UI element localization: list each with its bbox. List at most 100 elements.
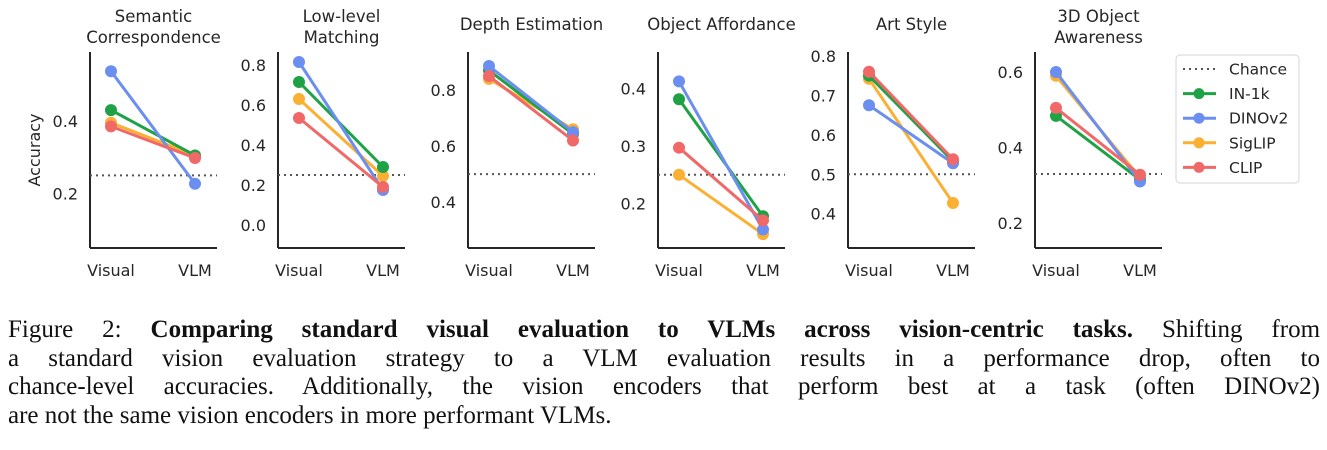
subplot-title: Semantic <box>115 7 192 26</box>
data-point <box>1134 168 1146 181</box>
subplot-title: Depth Estimation <box>460 15 603 34</box>
data-point <box>105 104 117 117</box>
legend-label: DINOv2 <box>1229 110 1288 128</box>
data-point <box>483 70 495 83</box>
subplot-title: Correspondence <box>86 28 221 47</box>
y-tick-label: 0.4 <box>811 205 836 224</box>
series-clip <box>105 120 201 164</box>
caption-line: are not the same vision encoders in more… <box>8 401 612 429</box>
y-tick-label: 0.7 <box>811 86 836 105</box>
x-tick-label: Visual <box>1032 261 1080 280</box>
series-in-1k <box>1050 109 1146 186</box>
data-point <box>673 141 685 154</box>
data-point <box>483 60 495 72</box>
series-line <box>297 61 385 191</box>
x-tick-label: Visual <box>275 261 323 280</box>
series-line <box>868 104 954 165</box>
series-line <box>1055 114 1141 181</box>
legend-item-clip: CLIP <box>1183 159 1262 177</box>
series-siglip <box>293 93 389 182</box>
series-clip <box>673 141 769 227</box>
data-point <box>673 93 685 106</box>
series-siglip <box>863 72 959 210</box>
subplot-6: 3D Object Awareness 0.2 0.4 0.6 Visual VLM <box>998 7 1162 280</box>
series-line <box>867 74 955 163</box>
data-point <box>1050 101 1062 114</box>
x-tick-label: VLM <box>746 261 780 280</box>
y-tick-label: 0.2 <box>53 185 78 204</box>
data-point <box>105 120 117 133</box>
series-clip <box>1050 101 1146 181</box>
data-point <box>673 75 685 88</box>
subplot-title: 3D Object <box>1057 7 1140 26</box>
data-point <box>947 197 959 210</box>
legend-item-dinov2: DINOv2 <box>1183 110 1288 128</box>
legend-marker <box>1193 88 1205 100</box>
series-line <box>488 64 574 134</box>
y-tick-label: 0.4 <box>431 193 456 212</box>
y-tick-label: 0.8 <box>241 56 266 75</box>
series-line <box>110 121 196 157</box>
y-tick-label: 0.4 <box>53 112 78 131</box>
x-tick-label: VLM <box>366 261 400 280</box>
data-point <box>377 170 389 182</box>
caption-label: Figure 2: <box>8 316 151 343</box>
data-point <box>105 65 117 78</box>
x-tick-label: Visual <box>655 261 703 280</box>
subplot-title: Art Style <box>876 15 947 34</box>
data-point <box>377 161 389 173</box>
data-point <box>757 214 769 227</box>
legend-marker <box>1193 161 1205 173</box>
data-point <box>293 112 305 124</box>
y-tick-label: 0.6 <box>241 96 266 115</box>
y-tick-label: 0.0 <box>241 216 266 235</box>
data-point <box>293 56 305 68</box>
data-point <box>863 65 875 78</box>
y-tick-label: 0.8 <box>811 47 836 66</box>
series-clip <box>483 70 579 147</box>
data-point <box>863 99 875 112</box>
legend-label: Chance <box>1229 61 1287 79</box>
data-point <box>189 151 201 164</box>
x-tick-label: Visual <box>845 261 893 280</box>
legend-item-chance: Chance <box>1183 61 1287 79</box>
data-point <box>757 223 769 236</box>
legend-item-siglip: SigLIP <box>1183 134 1276 152</box>
series-dinov2 <box>105 65 201 190</box>
series-line <box>867 70 955 161</box>
subplot-2: Low-level Matching 0.0 0.2 0.4 0.6 0.8 Visual VL… <box>241 7 405 280</box>
series-line <box>298 116 384 189</box>
series-line <box>1055 106 1141 176</box>
series-clip <box>293 112 389 193</box>
y-tick-label: 0.4 <box>998 139 1023 158</box>
subplot-4: Object Affordance 0.2 0.3 0.4 Visual VLM <box>621 15 796 280</box>
series-line <box>488 74 574 142</box>
series-line <box>488 69 574 136</box>
data-point <box>293 93 305 105</box>
y-tick-label: 0.6 <box>431 137 456 156</box>
series-in-1k <box>483 64 579 141</box>
y-tick-label: 0.3 <box>621 137 646 156</box>
y-tick-label: 0.2 <box>241 176 266 195</box>
series-clip <box>863 65 959 166</box>
series-line <box>678 146 764 222</box>
legend-frame <box>1175 54 1300 184</box>
data-point <box>293 76 305 88</box>
series-line <box>297 97 385 178</box>
subplot-title: Matching <box>304 28 380 47</box>
data-point <box>947 153 959 166</box>
subplot-title: Object Affordance <box>647 15 796 34</box>
caption-line: chance-level accuracies. Additionally, t… <box>8 373 1320 400</box>
legend-marker <box>1193 137 1205 149</box>
legend-marker <box>1193 112 1205 124</box>
data-point <box>189 177 201 190</box>
legend-label: CLIP <box>1229 159 1262 177</box>
y-tick-label: 0.2 <box>621 195 646 214</box>
subplot-title: Low-level <box>303 7 381 26</box>
data-point <box>377 181 389 193</box>
data-point <box>567 134 579 147</box>
series-line <box>678 173 764 236</box>
y-tick-label: 0.4 <box>241 136 266 155</box>
subplot-1: Semantic Correspondence 0.2 0.4 Visual VLM <box>53 7 221 280</box>
